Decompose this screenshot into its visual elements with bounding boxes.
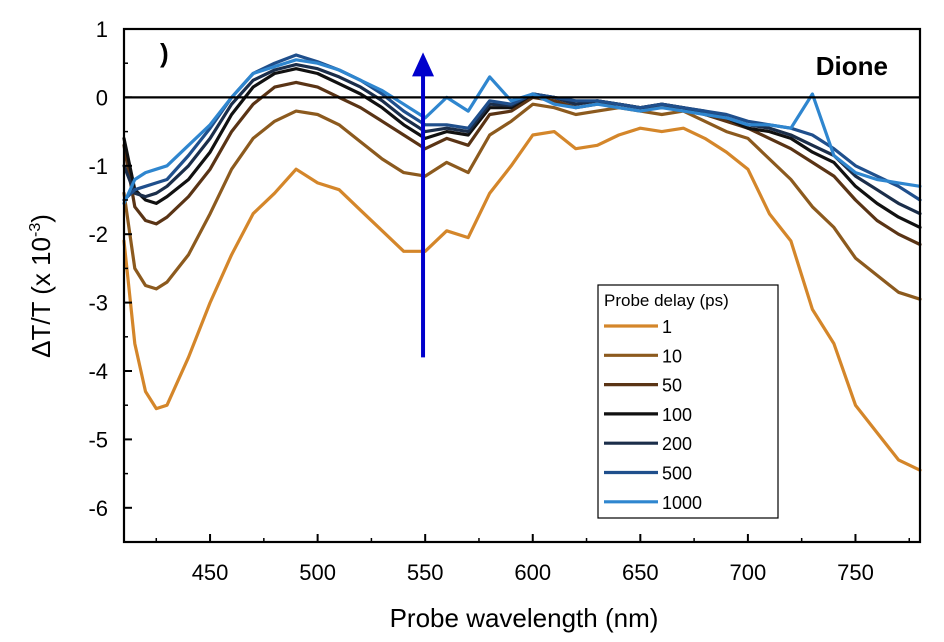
legend-label-50: 50 [662, 376, 682, 396]
transient-absorption-chart: 450 500 550 600 650 700 75010-1-2-3-4-5-6 ) Di… [0, 0, 944, 642]
legend-label-200: 200 [662, 434, 692, 454]
x-tick-label: 600 [514, 560, 551, 585]
x-tick-label: 550 [407, 560, 444, 585]
x-tick-label: 450 [192, 560, 229, 585]
legend-label-500: 500 [662, 464, 692, 484]
legend-label-1000: 1000 [662, 493, 702, 513]
sample-annotation: Dione [816, 51, 888, 81]
y-axis-title-main: ΔT/T (x 10 [26, 237, 56, 358]
series-line-1ps [124, 128, 920, 470]
y-axis-title: ΔT/T (x 10-3) [26, 214, 56, 358]
legend-label-100: 100 [662, 405, 692, 425]
y-tick-label: 0 [96, 85, 108, 110]
series-line-50ps [124, 82, 920, 244]
x-tick-label: 500 [299, 560, 336, 585]
y-axis-title-close: ) [26, 214, 56, 223]
series-layer [124, 55, 920, 470]
y-axis-title-exponent: -3 [27, 223, 44, 237]
legend: Probe delay (ps) 1 10 50 100 200 500 1000 [598, 285, 778, 518]
x-tick-label: 750 [837, 560, 874, 585]
x-tick-label: 650 [622, 560, 659, 585]
legend-title: Probe delay (ps) [604, 291, 729, 310]
y-tick-label: -2 [88, 222, 108, 247]
legend-label-1: 1 [662, 317, 672, 337]
series-line-500ps [124, 55, 920, 200]
arrow-head [412, 52, 434, 76]
panel-label: ) [160, 38, 169, 68]
legend-label-10: 10 [662, 346, 682, 366]
y-tick-label: -1 [88, 154, 108, 179]
x-axis-title: Probe wavelength (nm) [390, 603, 659, 633]
y-tick-label: -4 [88, 359, 108, 384]
y-tick-label: -6 [88, 496, 108, 521]
y-tick-label: -3 [88, 291, 108, 316]
x-tick-label: 700 [730, 560, 767, 585]
y-tick-label: -5 [88, 427, 108, 452]
y-tick-label: 1 [96, 17, 108, 42]
